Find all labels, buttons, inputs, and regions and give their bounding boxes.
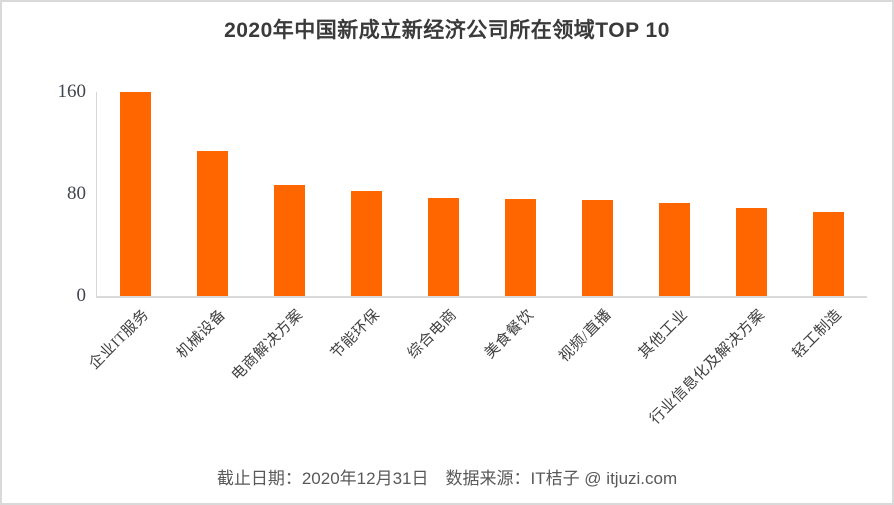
- plot-area: [96, 92, 867, 298]
- x-tick-label-节能环保: 节能环保: [328, 306, 384, 362]
- bar-视频/直播: [582, 200, 613, 296]
- x-tick-label-视频/直播: 视频/直播: [556, 306, 615, 366]
- bar-综合电商: [428, 197, 459, 296]
- x-tick-label-其他工业: 其他工业: [636, 306, 692, 362]
- bar-电商解决方案: [274, 185, 305, 296]
- chart-title: 2020年中国新成立新经济公司所在领域TOP 10: [224, 19, 670, 42]
- chart-footer: 截止日期：2020年12月31日 数据来源：IT桔子 @ itjuzi.com: [216, 469, 678, 488]
- y-axis-line: [96, 92, 97, 296]
- bar-机械设备: [197, 150, 228, 296]
- bar-美食餐饮: [505, 199, 536, 296]
- bar-行业信息化及解决方案: [736, 208, 767, 296]
- x-tick-label-美食餐饮: 美食餐饮: [482, 306, 538, 362]
- bar-轻工制造: [813, 211, 844, 296]
- x-tick-label-机械设备: 机械设备: [174, 306, 230, 362]
- bar-企业IT服务: [120, 92, 151, 296]
- x-tick-label-轻工制造: 轻工制造: [790, 306, 846, 362]
- x-axis-line: [96, 296, 867, 298]
- y-tick-label-160: 160: [57, 81, 87, 102]
- y-tick-label-80: 80: [67, 183, 86, 204]
- y-tick-label-0: 0: [76, 285, 87, 306]
- x-tick-label-电商解决方案: 电商解决方案: [229, 306, 307, 384]
- x-tick-label-企业IT服务: 企业IT服务: [86, 306, 153, 373]
- bar-节能环保: [351, 191, 382, 296]
- bar-其他工业: [659, 202, 690, 296]
- x-tick-label-综合电商: 综合电商: [405, 306, 461, 362]
